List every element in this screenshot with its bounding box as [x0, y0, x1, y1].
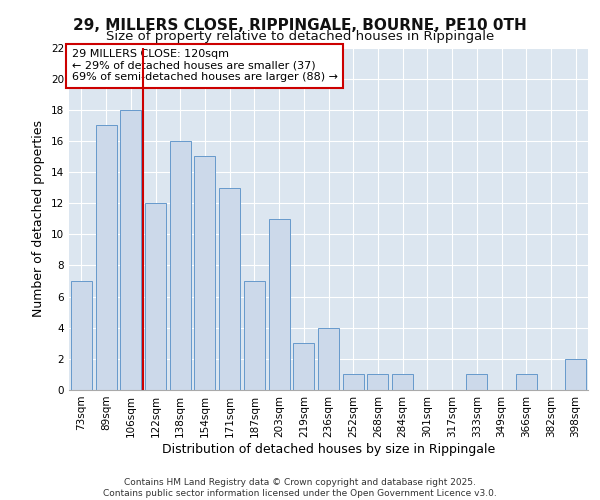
- Text: Size of property relative to detached houses in Rippingale: Size of property relative to detached ho…: [106, 30, 494, 43]
- Bar: [343, 374, 364, 390]
- Bar: [95, 126, 116, 390]
- Bar: [293, 344, 314, 390]
- Bar: [516, 374, 537, 390]
- Bar: [120, 110, 141, 390]
- Bar: [145, 203, 166, 390]
- X-axis label: Distribution of detached houses by size in Rippingale: Distribution of detached houses by size …: [162, 442, 495, 456]
- Bar: [269, 219, 290, 390]
- Bar: [71, 281, 92, 390]
- Bar: [466, 374, 487, 390]
- Bar: [219, 188, 240, 390]
- Bar: [392, 374, 413, 390]
- Bar: [367, 374, 388, 390]
- Bar: [318, 328, 339, 390]
- Bar: [565, 359, 586, 390]
- Text: 29, MILLERS CLOSE, RIPPINGALE, BOURNE, PE10 0TH: 29, MILLERS CLOSE, RIPPINGALE, BOURNE, P…: [73, 18, 527, 32]
- Y-axis label: Number of detached properties: Number of detached properties: [32, 120, 46, 318]
- Bar: [244, 281, 265, 390]
- Text: Contains HM Land Registry data © Crown copyright and database right 2025.
Contai: Contains HM Land Registry data © Crown c…: [103, 478, 497, 498]
- Text: 29 MILLERS CLOSE: 120sqm
← 29% of detached houses are smaller (37)
69% of semi-d: 29 MILLERS CLOSE: 120sqm ← 29% of detach…: [71, 49, 338, 82]
- Bar: [170, 141, 191, 390]
- Bar: [194, 156, 215, 390]
